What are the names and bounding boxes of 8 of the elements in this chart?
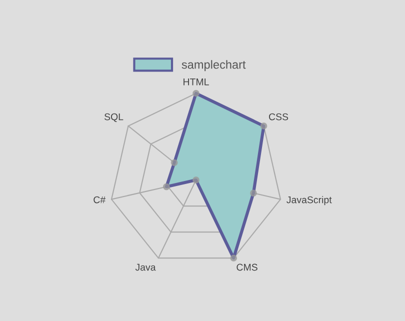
legend-label: samplechart xyxy=(182,60,246,72)
spoke-label: HTML xyxy=(184,78,209,86)
spoke-label: CMS xyxy=(236,264,258,271)
spoke-label: JavaScript xyxy=(286,196,332,206)
spoke-label: CSS xyxy=(268,113,288,120)
spoke-label: SQL xyxy=(104,113,124,122)
spoke-label: C# xyxy=(94,196,106,204)
spoke-label: Java xyxy=(135,264,156,271)
